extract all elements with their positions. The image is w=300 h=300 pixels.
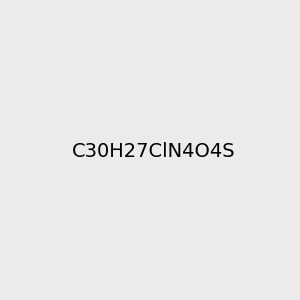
Text: C30H27ClN4O4S: C30H27ClN4O4S	[72, 142, 236, 161]
